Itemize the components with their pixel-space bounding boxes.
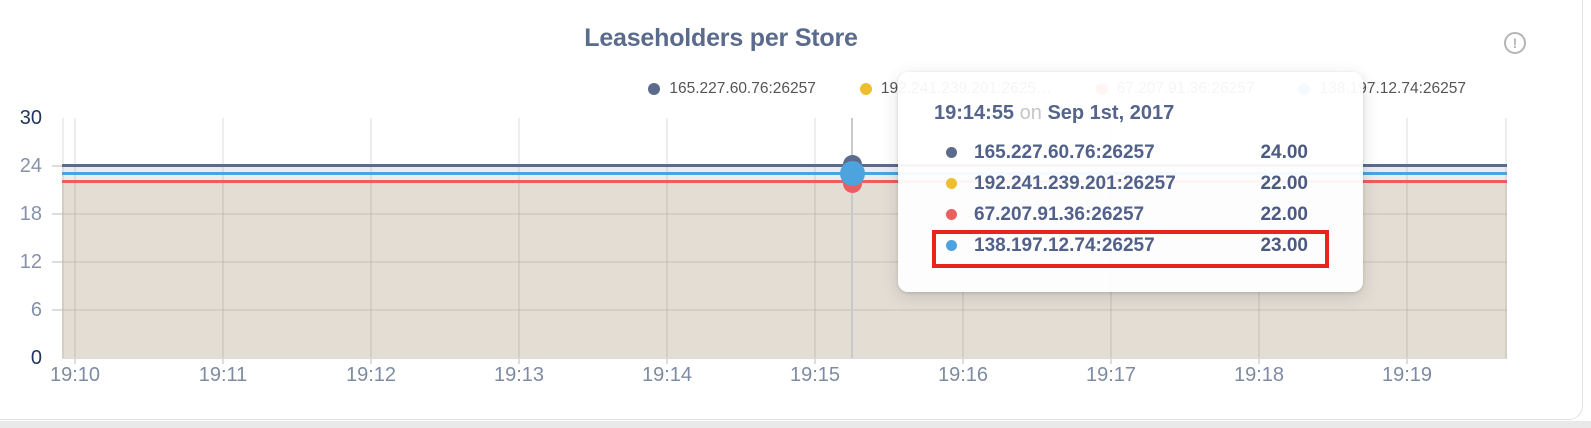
tooltip-row-label: 67.207.91.36:26257 [974,203,1145,225]
y-axis-label: 30 [19,107,42,129]
y-axis-tick [52,261,62,263]
x-axis-tick [1406,358,1408,364]
x-axis-tick [666,358,668,364]
tooltip-row-node2: 192.241.239.201:26257 22.00 [934,168,1327,199]
series-dot-icon [946,178,957,189]
tooltip-row-node1: 165.227.60.76:26257 24.00 [934,137,1327,168]
tooltip-rows: 165.227.60.76:26257 24.00 192.241.239.20… [934,137,1327,261]
y-axis-label: 18 [19,203,42,225]
x-axis-tick [1110,358,1112,364]
page-background-strip [0,421,1591,428]
tooltip-row-value: 22.00 [1260,203,1308,225]
gridline-horizontal [62,213,1507,215]
tooltip-row-node4: 138.197.12.74:26257 23.00 [934,230,1327,261]
y-axis-tick [52,165,62,167]
y-axis-tick [52,213,62,215]
x-axis-tick [814,358,816,364]
x-axis-tick [962,358,964,364]
gridline-vertical [222,118,224,358]
x-axis-line [62,358,1507,359]
gridline-vertical [370,118,372,358]
x-axis-tick [1258,358,1260,364]
x-axis-label: 19:10 [49,364,101,386]
gridline-vertical [814,118,816,358]
hover-guideline [851,118,853,358]
tooltip-connector: on [1019,102,1042,124]
x-axis-label: 19:11 [198,364,248,386]
y-axis-tick [52,309,62,311]
tooltip-row-label: 192.241.239.201:26257 [974,172,1176,194]
tooltip-row-value: 22.00 [1260,172,1308,194]
series-dot-icon [946,240,957,251]
info-icon[interactable]: ! [1504,32,1526,54]
x-axis-label: 19:19 [1381,364,1433,386]
x-axis-label: 19:13 [493,364,545,386]
gridline-vertical [518,118,520,358]
x-axis-tick [222,358,224,364]
series-line-node3 [62,180,1507,183]
gridline-vertical [666,118,668,358]
x-axis-label: 19:15 [789,364,841,386]
gridline-vertical [74,118,76,358]
legend-item-node1[interactable]: 165.227.60.76:26257 [648,80,816,98]
y-axis-label: 0 [30,347,42,369]
series-dot-icon [946,209,957,220]
tooltip-date: Sep 1st, 2017 [1047,102,1175,124]
x-axis-tick [518,358,520,364]
x-axis-label: 19:12 [345,364,397,386]
chart-tooltip: 19:14:55 on Sep 1st, 2017 165.227.60.76:… [898,72,1363,292]
y-axis-label: 12 [19,251,42,273]
series-line-node4 [62,172,1507,175]
hover-point-node4 [840,161,865,186]
tooltip-row-label: 165.227.60.76:26257 [974,141,1155,163]
tooltip-row-node3: 67.207.91.36:26257 22.00 [934,199,1327,230]
gridline-horizontal [62,309,1507,311]
gridline-vertical [62,118,64,358]
info-icon-glyph: ! [1512,35,1518,51]
x-axis-tick [74,358,76,364]
tooltip-row-value: 23.00 [1260,234,1308,256]
tooltip-row-label: 138.197.12.74:26257 [974,234,1155,256]
chart-title: Leaseholders per Store [584,24,858,52]
x-axis-tick [370,358,372,364]
x-axis-label: 19:16 [937,364,989,386]
y-axis-label: 24 [19,155,42,177]
tooltip-row-value: 24.00 [1260,141,1308,163]
series-dot-icon [946,147,957,158]
x-axis-label: 19:18 [1233,364,1285,386]
legend-dot-icon [648,83,661,95]
legend-dot-icon [859,83,872,95]
series-line-node1 [62,164,1507,167]
tooltip-time: 19:14:55 [934,102,1015,124]
gridline-vertical [1406,118,1408,358]
x-axis-label: 19:17 [1085,364,1137,386]
gridline-vertical [1505,118,1507,358]
tooltip-header: 19:14:55 on Sep 1st, 2017 [934,102,1327,125]
gridline-horizontal [62,261,1507,263]
y-axis-label: 6 [30,299,42,321]
x-axis-label: 19:14 [641,364,693,386]
legend-label: 165.227.60.76:26257 [669,80,816,97]
